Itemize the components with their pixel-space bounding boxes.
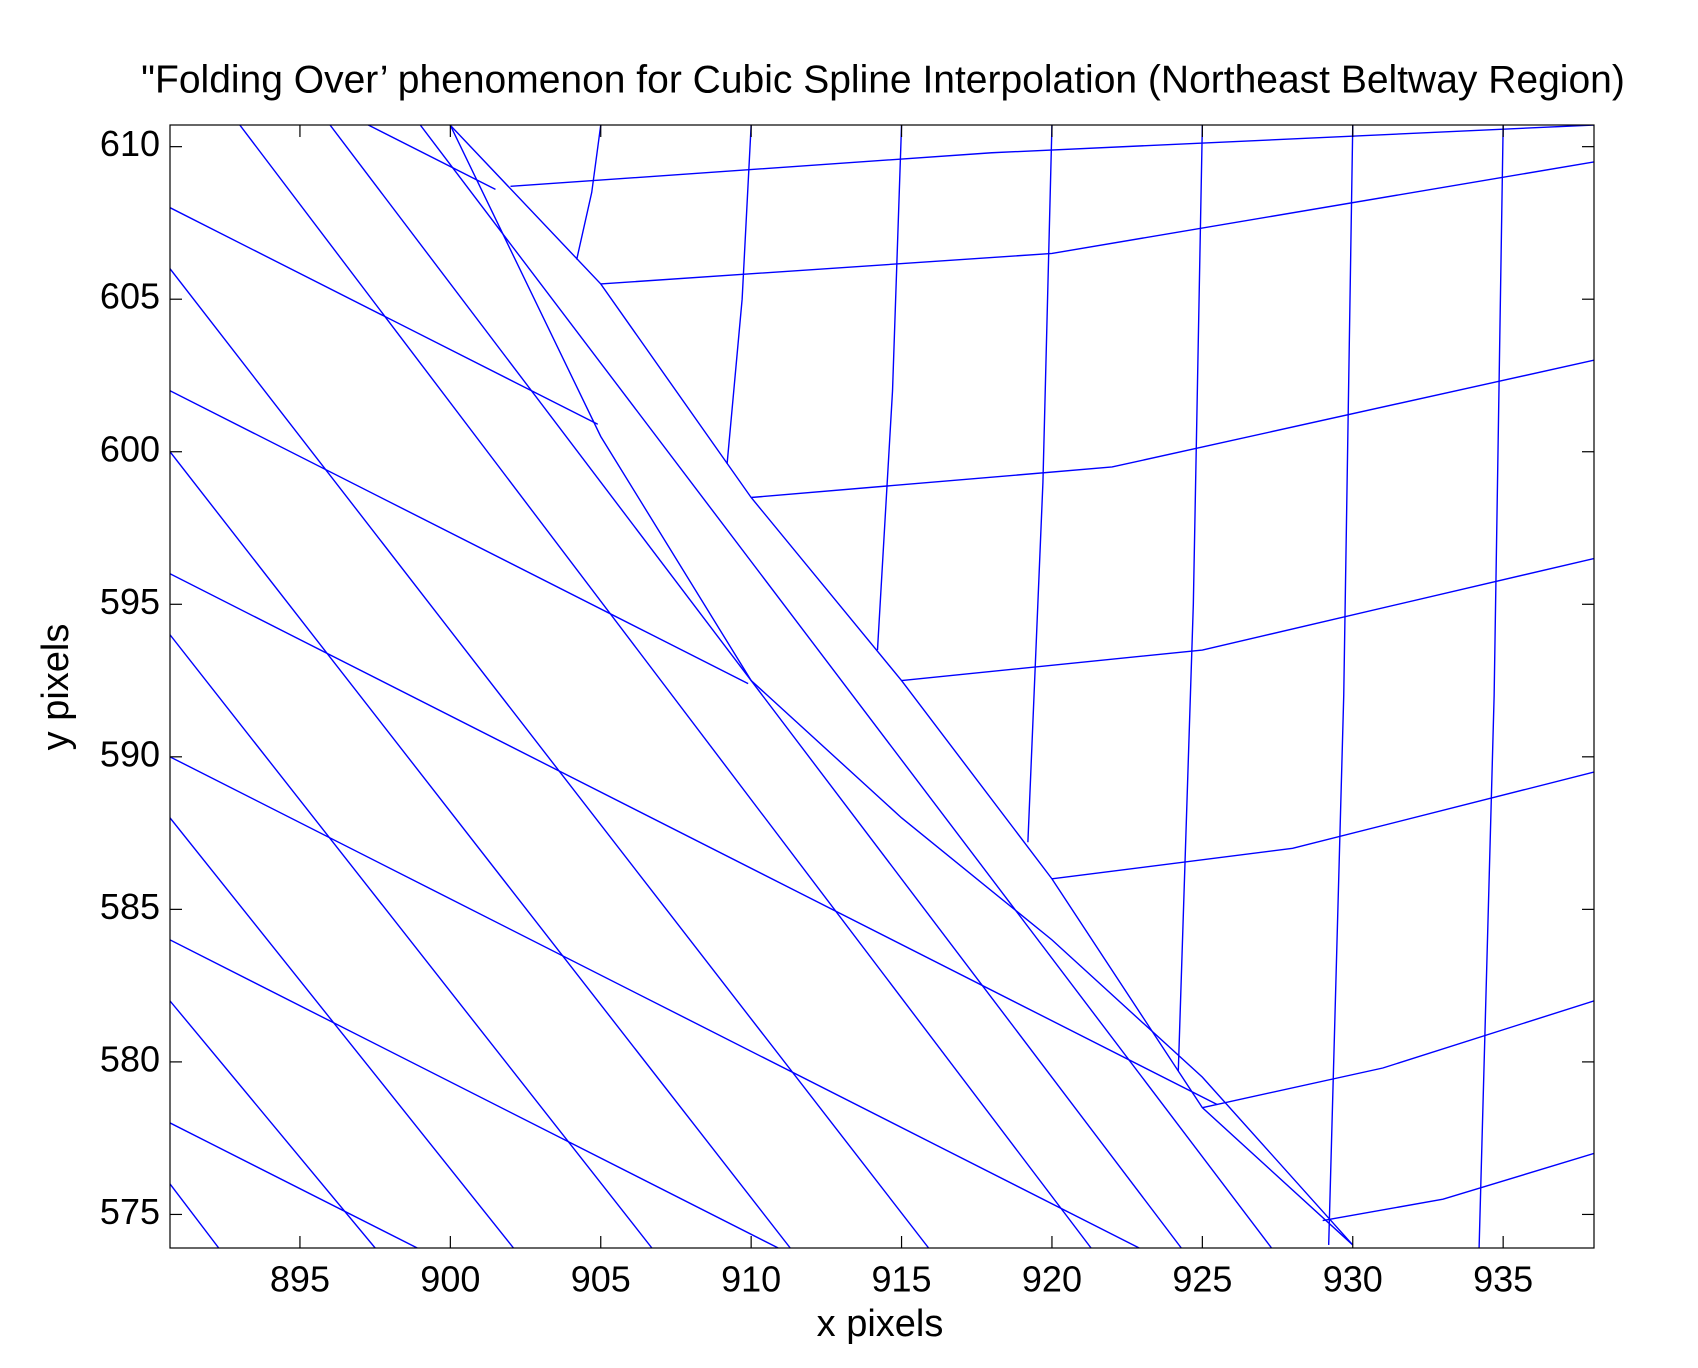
mesh-line	[366, 125, 496, 190]
mesh-line	[170, 939, 779, 1248]
plot-area	[170, 125, 1594, 1248]
x-axis-label: x pixels	[817, 1303, 944, 1345]
x-tick-label: 915	[872, 1259, 932, 1300]
mesh-line	[170, 573, 1218, 1106]
y-tick-label: 610	[100, 123, 160, 164]
mesh-line	[1322, 1152, 1594, 1222]
mesh-line	[170, 817, 515, 1248]
y-tick-label: 590	[100, 733, 160, 774]
mesh-line	[1177, 125, 1204, 1072]
mesh-line	[170, 390, 749, 685]
mesh-line	[1478, 125, 1504, 1248]
mesh-line	[1027, 125, 1053, 843]
mesh-line	[170, 451, 791, 1248]
y-axis-label: y pixels	[35, 624, 77, 751]
mesh-line	[170, 634, 653, 1248]
x-tick-label: 895	[270, 1259, 330, 1300]
y-tick-label: 580	[100, 1038, 160, 1079]
x-tick-label: 905	[571, 1259, 631, 1300]
mesh-line	[449, 125, 1354, 1246]
y-tick-label: 575	[100, 1191, 160, 1232]
x-tick-label: 910	[721, 1259, 781, 1300]
x-tick-label: 930	[1323, 1259, 1383, 1300]
mesh-line	[170, 1000, 376, 1248]
mesh-line	[726, 125, 752, 465]
mesh-line	[751, 359, 1594, 499]
y-tick-label: 585	[100, 886, 160, 927]
y-tick-label: 600	[100, 428, 160, 469]
x-tick-label: 920	[1022, 1259, 1082, 1300]
x-tick-label: 935	[1473, 1259, 1533, 1300]
mesh-line	[1202, 1000, 1594, 1109]
axes-box	[169, 124, 1595, 1249]
mesh-line	[510, 125, 1594, 188]
mesh-line	[170, 1122, 418, 1248]
y-tick-label: 605	[100, 276, 160, 317]
mesh-line	[1327, 125, 1354, 1245]
mesh-line	[1051, 771, 1594, 880]
mesh-line	[876, 125, 903, 651]
mesh-line	[329, 125, 1182, 1248]
mesh-line	[170, 1183, 220, 1248]
mesh-line	[239, 125, 1092, 1248]
x-tick-label: 900	[420, 1259, 480, 1300]
chart-title: "Folding Over’ phenomenon for Cubic Spli…	[141, 58, 1625, 101]
mesh-line	[170, 756, 1140, 1248]
mesh-line	[901, 557, 1594, 682]
mesh-line	[576, 125, 602, 260]
mesh-line	[419, 125, 1273, 1248]
series-group	[170, 125, 1594, 1248]
y-tick-label: 595	[100, 581, 160, 622]
mesh-line	[600, 161, 1594, 285]
mesh-line	[170, 268, 930, 1248]
x-tick-label: 925	[1172, 1259, 1232, 1300]
mesh-line	[449, 125, 1354, 1246]
